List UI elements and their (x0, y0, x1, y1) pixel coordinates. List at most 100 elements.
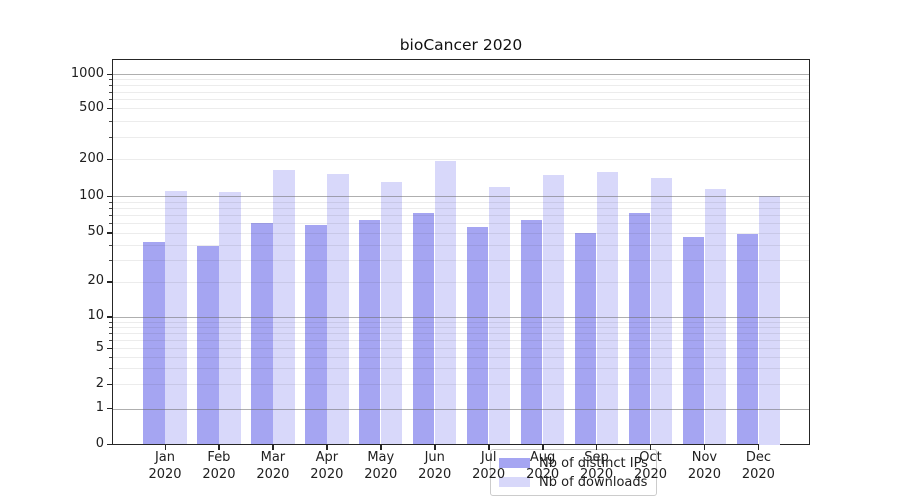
gridline-minor-400 (113, 120, 809, 122)
bar-downloads-5 (435, 160, 457, 445)
plot-area: Nb of distinct IPs Nb of downloads (112, 59, 810, 496)
gridline-major-100 (113, 196, 809, 197)
y-minor-tick-6 (109, 339, 112, 341)
x-label-month: Sep (584, 450, 609, 465)
bar-downloads-9 (650, 178, 673, 445)
y-tick-label: 50 (87, 224, 104, 240)
x-label-month: Nov (691, 450, 718, 465)
gridline-major-1 (113, 408, 809, 410)
x-tick-9 (650, 445, 652, 450)
x-label-month: Jan (154, 450, 176, 465)
y-minor-tick-90 (109, 201, 112, 203)
y-tick-label: 100 (79, 187, 104, 203)
bar-ips-3 (305, 224, 327, 445)
bar-ips-9 (628, 212, 651, 445)
gridline-minor-500 (113, 108, 809, 110)
bar-downloads-11 (758, 196, 781, 445)
gridline-minor-80 (113, 207, 809, 209)
x-tick-7 (542, 445, 544, 450)
x-tick-label-apr: Apr 2020 (297, 450, 357, 483)
gridline-minor-60 (113, 223, 809, 225)
gridline-minor-9 (113, 321, 809, 323)
y-tick-label: 2 (95, 375, 104, 391)
grid-layer (113, 60, 809, 444)
bar-downloads-7 (542, 175, 565, 445)
gridline-minor-4 (113, 356, 809, 358)
y-minor-tick-9 (109, 321, 112, 323)
bar-ips-11 (736, 233, 759, 445)
x-label-month: Oct (639, 450, 662, 465)
gridline-minor-70 (113, 214, 809, 216)
gridline-minor-90 (113, 201, 809, 203)
x-label-year: 2020 (202, 466, 236, 482)
x-label-month: May (367, 450, 395, 465)
x-label-year: 2020 (526, 466, 560, 482)
bar-ips-4 (359, 219, 381, 445)
x-label-year: 2020 (741, 466, 775, 482)
y-tick-10 (107, 316, 112, 318)
gridline-major-10 (113, 316, 809, 318)
bar-downloads-1 (219, 191, 241, 445)
x-tick-label-may: May 2020 (351, 450, 411, 483)
gridline-minor-900 (113, 79, 809, 81)
x-tick-4 (380, 445, 382, 450)
y-tick-label: 1000 (70, 65, 104, 81)
gridline-minor-5 (113, 348, 809, 350)
x-label-month: Dec (745, 450, 771, 465)
bar-ips-6 (466, 226, 489, 445)
gridline-minor-3 (113, 368, 809, 370)
y-minor-tick-60 (109, 223, 112, 225)
x-label-year: 2020 (687, 466, 721, 482)
x-tick-label-jan: Jan 2020 (135, 450, 195, 483)
y-tick-label: 5 (95, 339, 104, 355)
bar-ips-5 (413, 213, 435, 445)
x-label-month: Apr (315, 450, 339, 465)
x-tick-label-sep: Sep 2020 (567, 450, 627, 483)
y-minor-tick-8 (109, 326, 112, 328)
y-minor-tick-4 (109, 356, 112, 358)
y-minor-tick-600 (109, 99, 112, 101)
x-tick-0 (164, 445, 166, 450)
y-minor-tick-400 (109, 120, 112, 122)
legend-swatch-distinct-ips (499, 458, 530, 468)
y-minor-tick-30 (109, 260, 112, 262)
y-tick-5 (107, 347, 112, 350)
x-tick-5 (434, 445, 436, 450)
chart-title: bioCancer 2020 (399, 36, 523, 54)
gridline-minor-700 (113, 91, 809, 93)
bar-downloads-6 (488, 187, 511, 445)
x-label-year: 2020 (472, 466, 506, 482)
bar-ips-7 (520, 220, 543, 445)
y-tick-label: 200 (79, 150, 104, 166)
y-tick-0 (107, 444, 112, 446)
y-minor-tick-700 (109, 91, 112, 93)
gridline-minor-7 (113, 332, 809, 334)
y-minor-tick-800 (109, 85, 112, 87)
x-tick-10 (703, 445, 706, 450)
y-minor-tick-7 (109, 332, 112, 334)
y-minor-tick-3 (109, 368, 112, 370)
bar-downloads-2 (273, 169, 295, 445)
x-tick-label-aug: Aug 2020 (513, 450, 573, 483)
x-label-month: Feb (207, 450, 231, 465)
y-tick-20 (107, 281, 112, 283)
x-tick-8 (596, 445, 598, 450)
x-tick-label-mar: Mar 2020 (243, 450, 303, 483)
y-tick-label: 1 (95, 400, 104, 416)
gridline-minor-50 (113, 232, 809, 234)
y-minor-tick-40 (109, 244, 112, 246)
legend-label: Nb of distinct IPs (539, 455, 648, 471)
y-tick-1 (107, 408, 112, 410)
gridline-minor-30 (113, 260, 809, 262)
y-tick-100 (107, 195, 112, 197)
x-label-year: 2020 (580, 466, 614, 482)
x-label-year: 2020 (418, 466, 452, 482)
y-minor-tick-80 (109, 207, 112, 209)
x-label-year: 2020 (148, 466, 182, 482)
gridline-minor-600 (113, 99, 809, 101)
x-tick-6 (488, 445, 490, 450)
x-tick-label-jun: Jun 2020 (405, 450, 465, 483)
bar-downloads-8 (596, 171, 619, 445)
y-minor-tick-300 (109, 136, 112, 138)
